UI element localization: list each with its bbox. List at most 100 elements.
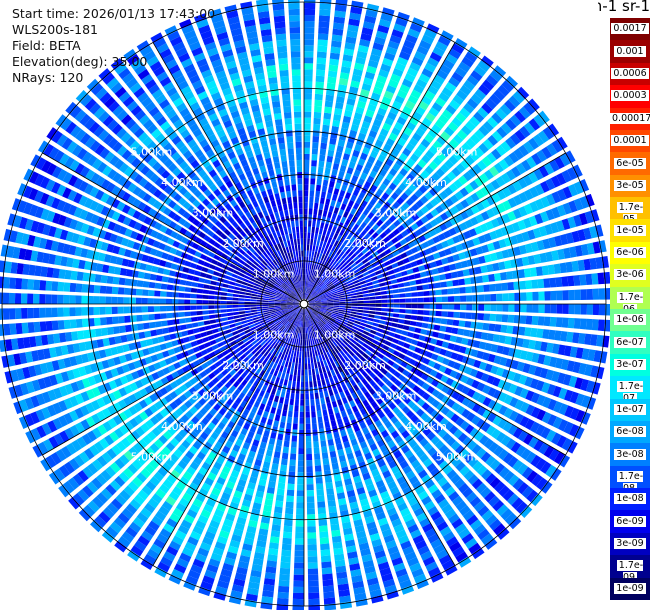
ppi-cell — [248, 519, 258, 528]
ppi-cell — [432, 252, 441, 260]
ppi-cell — [350, 311, 357, 315]
ppi-cell — [397, 206, 406, 215]
ppi-cell — [346, 186, 354, 194]
ppi-cell — [457, 432, 468, 443]
ppi-cell — [305, 309, 307, 315]
ppi-cell — [361, 27, 374, 36]
ppi-cell — [244, 295, 252, 299]
ppi-cell — [459, 505, 471, 517]
ppi-cell — [435, 304, 443, 310]
ppi-cell — [298, 454, 304, 461]
ppi-cell — [440, 281, 448, 288]
ppi-cell — [541, 382, 551, 394]
ppi-cell — [374, 405, 382, 414]
ppi-cell — [456, 354, 465, 362]
ppi-cell — [447, 359, 456, 368]
ppi-cell — [262, 584, 275, 592]
ppi-cell — [336, 287, 343, 291]
ppi-cell — [142, 322, 150, 330]
ppi-cell — [489, 459, 501, 471]
ppi-cell — [379, 128, 389, 137]
ppi-cell — [363, 115, 373, 124]
ppi-cell — [280, 555, 291, 563]
ppi-cell — [354, 62, 365, 71]
ppi-cell — [459, 312, 466, 319]
ppi-cell — [381, 573, 394, 583]
ppi-cell — [377, 107, 387, 116]
ppi-cell — [383, 325, 391, 331]
ppi-cell — [328, 143, 336, 151]
ppi-cell — [221, 317, 229, 322]
ppi-cell — [537, 278, 545, 289]
ppi-cell — [312, 318, 317, 325]
ppi-cell — [421, 241, 430, 249]
ppi-cell — [420, 215, 429, 224]
ppi-cell — [489, 283, 496, 292]
ppi-cell — [415, 279, 423, 285]
ppi-cell — [322, 124, 330, 132]
ppi-cell — [408, 344, 416, 352]
ppi-cell — [8, 308, 16, 320]
ppi-cell — [280, 391, 286, 398]
ppi-cell — [305, 333, 308, 340]
ppi-cell — [317, 342, 322, 349]
ppi-cell — [466, 388, 476, 398]
ppi-cell — [483, 313, 491, 321]
ppi-cell — [245, 292, 252, 296]
ppi-cell — [400, 270, 408, 277]
ppi-cell — [411, 56, 424, 67]
ppi-cell — [75, 307, 82, 316]
ppi-cell — [488, 166, 499, 177]
ppi-cell — [404, 263, 412, 270]
ppi-cell — [3, 276, 11, 289]
ppi-cell — [353, 519, 364, 527]
ppi-cell — [326, 307, 333, 310]
ppi-cell — [401, 585, 415, 595]
ppi-cell — [318, 15, 330, 23]
ppi-cell — [308, 586, 320, 594]
ppi-cell — [244, 599, 257, 608]
ppi-cell — [546, 143, 558, 156]
ppi-cell — [306, 294, 311, 300]
ppi-cell — [369, 198, 377, 206]
ppi-cell — [500, 324, 508, 334]
ppi-cell — [295, 338, 299, 345]
ppi-cell — [0, 308, 4, 320]
ppi-cell — [332, 333, 338, 339]
ppi-cell — [455, 551, 469, 563]
ppi-cell — [106, 326, 114, 336]
ppi-cell — [406, 268, 414, 275]
ppi-cell — [547, 398, 557, 411]
ppi-cell — [318, 253, 323, 260]
ppi-cell — [367, 211, 375, 220]
ppi-cell — [304, 105, 312, 112]
ppi-cell — [410, 339, 419, 346]
ppi-cell — [319, 320, 325, 326]
ppi-cell — [537, 316, 545, 326]
ppi-cell — [410, 414, 419, 423]
ppi-cell — [277, 402, 283, 410]
ppi-cell — [307, 307, 313, 312]
ppi-cell — [362, 271, 369, 277]
ppi-cell — [555, 276, 563, 288]
ppi-cell — [484, 304, 491, 312]
ppi-cell — [314, 317, 319, 323]
ppi-cell — [350, 123, 359, 132]
ppi-cell — [421, 34, 435, 45]
ppi-cell — [315, 477, 323, 484]
ppi-cell — [505, 438, 517, 450]
ppi-cell — [308, 306, 315, 309]
ppi-cell — [294, 362, 298, 370]
ppi-cell — [464, 219, 474, 229]
ppi-cell — [99, 306, 106, 315]
ppi-cell — [438, 114, 450, 125]
ppi-cell — [327, 500, 336, 508]
ppi-cell — [333, 321, 340, 327]
ppi-cell — [317, 233, 322, 241]
ppi-cell — [344, 346, 351, 353]
ppi-cell — [430, 510, 442, 522]
ppi-cell — [566, 440, 578, 454]
ppi-cell — [526, 304, 533, 313]
ppi-cell — [194, 333, 202, 340]
ppi-cell — [316, 489, 325, 496]
